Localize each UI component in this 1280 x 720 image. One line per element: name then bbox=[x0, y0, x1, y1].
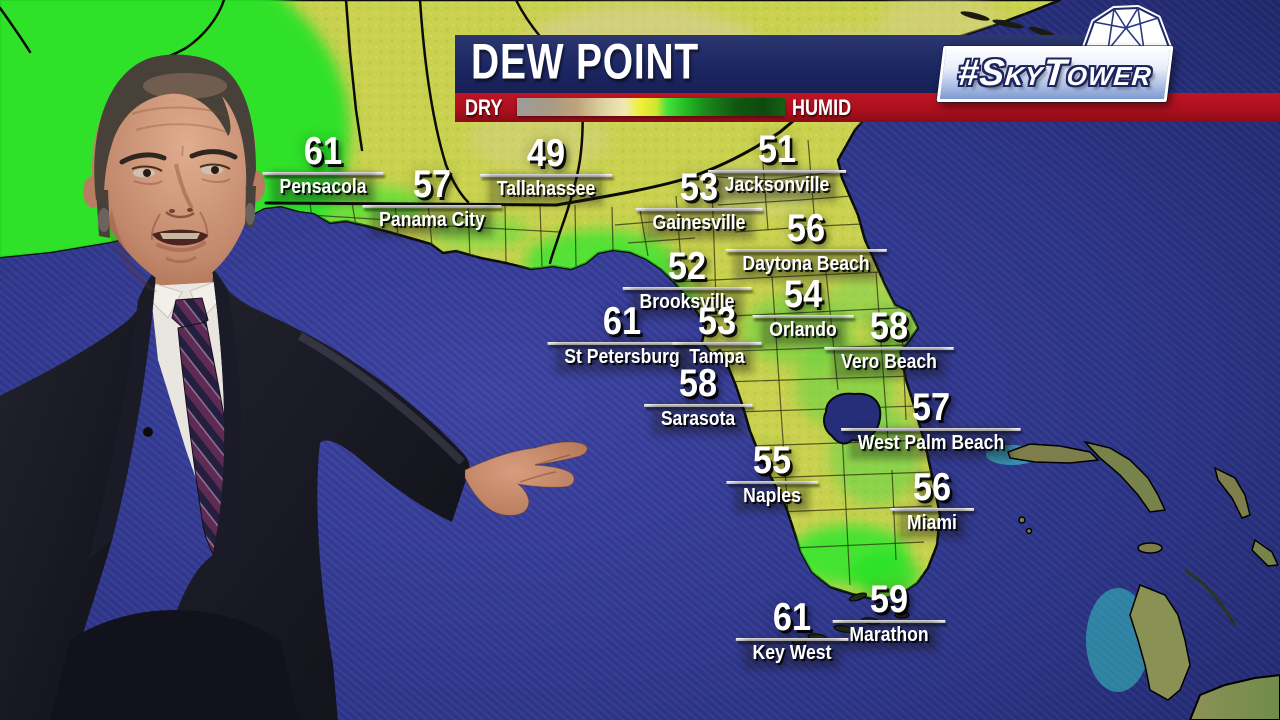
county-borders bbox=[309, 139, 933, 586]
florida-keys bbox=[791, 592, 910, 646]
hair bbox=[94, 54, 256, 200]
presenter-head bbox=[83, 54, 265, 292]
page-title: DEW POINT bbox=[471, 33, 700, 90]
skytower-logo-text: #SkyTower bbox=[956, 51, 1154, 93]
dew-scale-gradient bbox=[517, 98, 785, 116]
dry-label: DRY bbox=[465, 95, 503, 120]
skytower-logo: #SkyTower bbox=[936, 46, 1174, 102]
lake-okeechobee bbox=[823, 392, 882, 445]
lapel-mic bbox=[143, 427, 153, 437]
presenter-body bbox=[0, 240, 588, 720]
hand bbox=[464, 441, 588, 516]
barrier-islands bbox=[960, 11, 1056, 38]
humid-label: HUMID bbox=[792, 95, 852, 120]
bahamas-islands bbox=[986, 440, 1280, 701]
cuba bbox=[1188, 673, 1280, 720]
geodesic-dome-icon bbox=[1081, 5, 1173, 50]
face bbox=[92, 62, 257, 285]
state-borders bbox=[0, 0, 806, 265]
title-banner: DEW POINT bbox=[455, 33, 1164, 93]
